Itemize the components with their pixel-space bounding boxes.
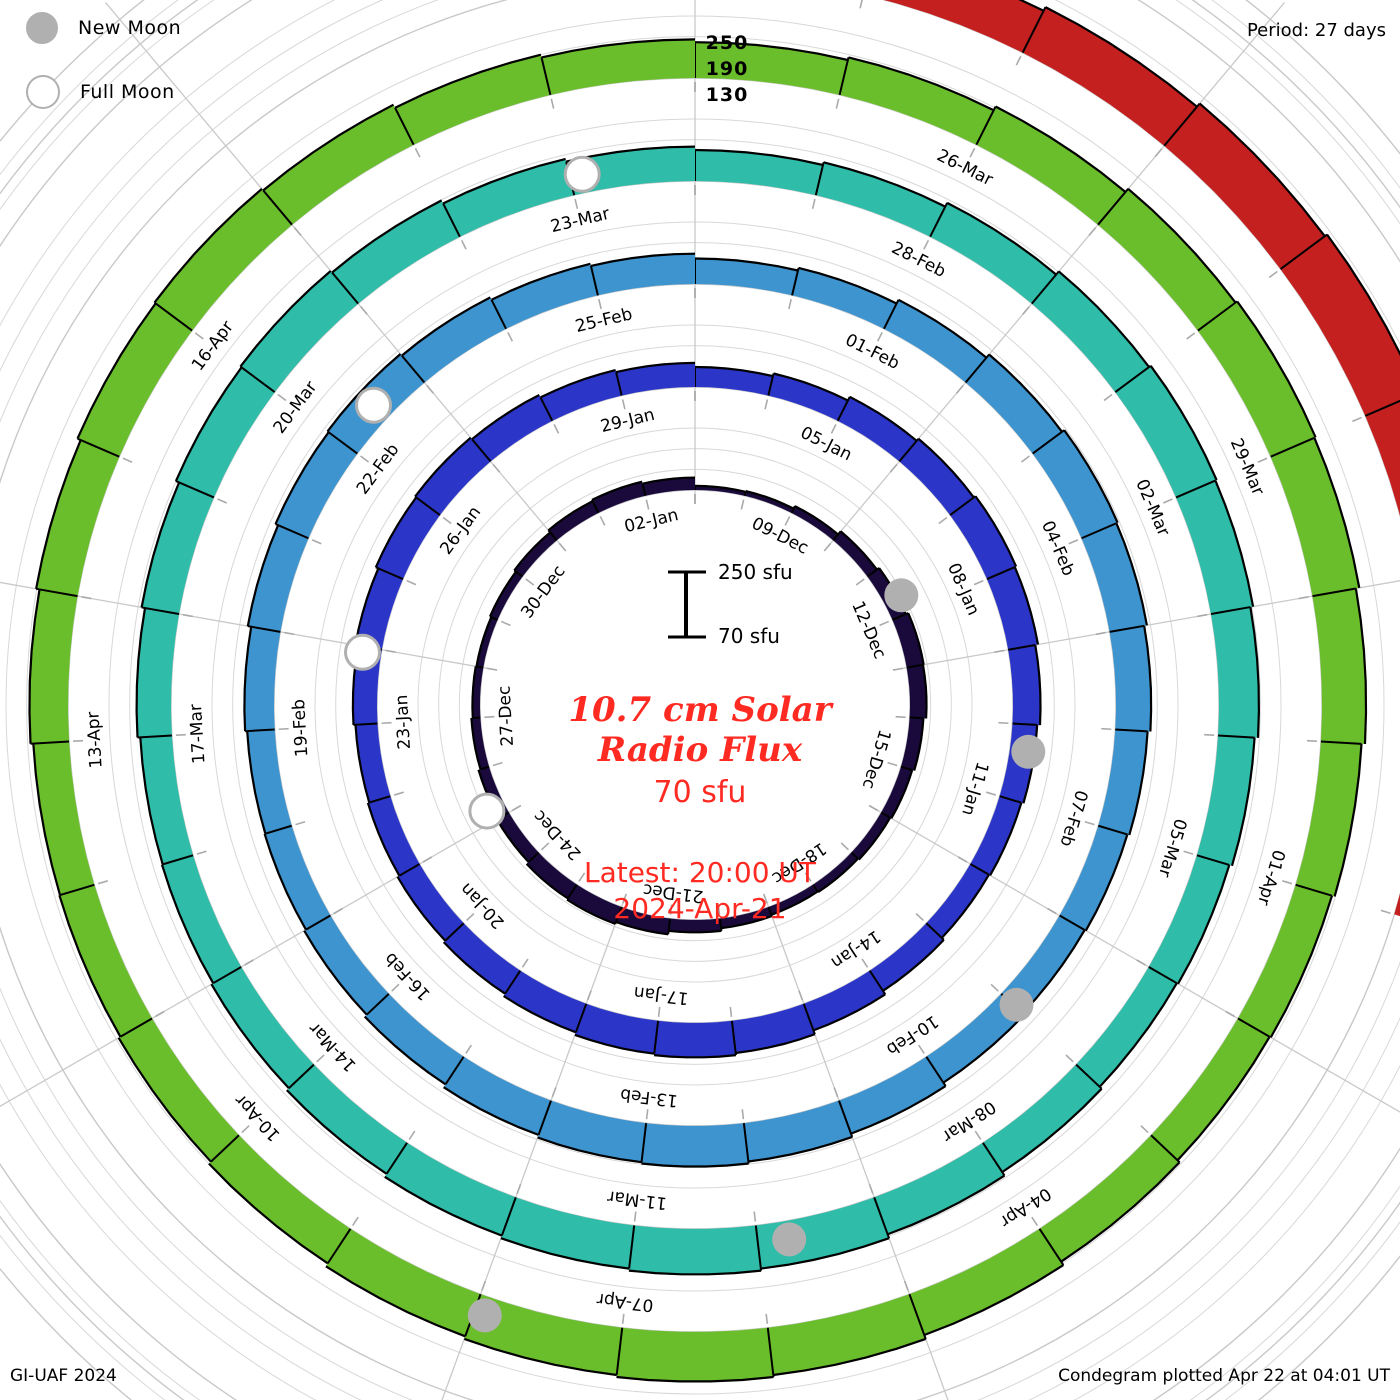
scale-bar-bottom-label: 70 sfu — [718, 624, 780, 648]
date-label: 14-Jan — [827, 926, 884, 973]
center-baseline-value: 70 sfu — [653, 775, 747, 810]
legend-label-full-moon: Full Moon — [80, 81, 175, 103]
date-label: 19-Feb — [289, 699, 312, 758]
date-label: 13-Apr — [83, 711, 106, 769]
center-title-line1: 10.7 cm Solar — [568, 690, 832, 730]
center-latest-date: 2024-Apr-21 — [613, 892, 787, 925]
credit-label: GI-UAF 2024 — [10, 1366, 117, 1386]
date-label: 27-Dec — [495, 685, 518, 747]
new-moon-icon — [884, 578, 919, 613]
center-title: 10.7 cm Solar Radio Flux — [400, 690, 1000, 770]
date-label: 12-Dec — [847, 598, 889, 662]
center-title-line2: Radio Flux — [597, 730, 803, 770]
scale-number-190: 190 — [705, 58, 749, 80]
date-label: 11-Mar — [606, 1186, 668, 1213]
full-moon-icon — [26, 75, 60, 109]
date-label: 23-Jan — [392, 694, 415, 750]
scale-bar — [668, 570, 706, 639]
scale-number-130: 130 — [705, 84, 749, 106]
full-moon-icon — [468, 792, 506, 830]
full-moon-icon — [344, 633, 381, 671]
moon-phase-legend: New Moon Full Moon — [26, 6, 306, 134]
date-label: 09-Dec — [748, 514, 811, 559]
date-label: 13-Feb — [619, 1084, 679, 1111]
date-label: 08-Jan — [943, 560, 983, 618]
date-label: 25-Feb — [573, 304, 634, 337]
moon-markers — [344, 155, 1046, 1333]
period-label: Period: 27 days — [1246, 20, 1386, 41]
date-label: 28-Feb — [888, 238, 949, 282]
date-label: 01-Apr — [1253, 847, 1288, 907]
legend-item-full-moon: Full Moon — [26, 70, 306, 114]
center-latest-time: Latest: 20:00 UT — [583, 856, 817, 889]
full-moon-icon — [563, 155, 601, 193]
date-label: 17-Mar — [186, 704, 209, 765]
date-label: 01-Feb — [842, 330, 903, 374]
date-label: 04-Apr — [996, 1183, 1054, 1231]
date-label: 02-Mar — [1131, 476, 1173, 539]
plotted-label: Condegram plotted Apr 22 at 04:01 UT — [1058, 1366, 1390, 1386]
new-moon-icon — [999, 987, 1034, 1022]
flux-bands — [28, 0, 1400, 1383]
date-label: 26-Mar — [933, 146, 995, 191]
date-label: 07-Apr — [596, 1289, 655, 1315]
date-label: 07-Feb — [1056, 788, 1092, 849]
date-label: 17-Jan — [633, 982, 690, 1008]
center-latest: Latest: 20:00 UT 2024-Apr-21 — [400, 855, 1000, 927]
new-moon-icon — [26, 12, 58, 44]
date-label: 05-Jan — [797, 423, 855, 466]
full-moon-icon — [355, 386, 392, 424]
date-label: 05-Mar — [1154, 816, 1190, 879]
new-moon-icon — [1011, 734, 1046, 769]
date-label: 04-Feb — [1037, 518, 1078, 579]
scale-number-250: 250 — [705, 32, 749, 54]
new-moon-icon — [467, 1298, 502, 1333]
scale-bar-top-label: 250 sfu — [718, 560, 793, 584]
legend-label-new-moon: New Moon — [78, 17, 182, 39]
radial-scale-numbers: 250 190 130 — [672, 30, 782, 108]
date-label: 23-Mar — [549, 204, 612, 237]
new-moon-icon — [772, 1222, 807, 1257]
date-label: 29-Mar — [1226, 436, 1268, 499]
day-ticks — [73, 0, 1400, 1324]
legend-item-new-moon: New Moon — [26, 6, 306, 50]
date-label: 02-Jan — [622, 505, 680, 537]
